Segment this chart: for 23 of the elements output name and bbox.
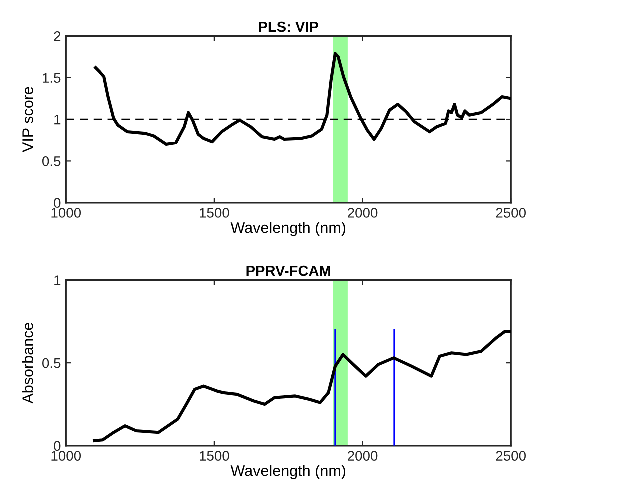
- y-tick-label: 0: [54, 198, 61, 208]
- x-tick-label: 1500: [200, 451, 230, 461]
- y-tick-label: 2: [54, 32, 61, 42]
- x-tick-label: 1000: [52, 451, 82, 461]
- y-tick-label: 1: [54, 115, 61, 125]
- x-tick-label: 2000: [348, 451, 378, 461]
- x-tick-label: 2500: [496, 451, 526, 461]
- x-axis-title: Wavelength (nm): [230, 465, 346, 480]
- chart-title: PPRV-FCAM: [246, 266, 330, 276]
- x-axis-title: Wavelength (nm): [230, 222, 346, 236]
- x-tick-label: 2500: [496, 208, 526, 218]
- y-tick-label: 1: [54, 276, 61, 286]
- y-axis-title: VIP score: [22, 87, 34, 152]
- x-tick-label: 1000: [52, 208, 82, 218]
- y-tick-label: 0: [54, 441, 61, 452]
- y-tick-label: 1.5: [43, 73, 61, 84]
- y-axis-title: Absorbance: [22, 322, 34, 404]
- line-series: [93, 330, 512, 442]
- chart-title: PLS: VIP: [259, 22, 318, 32]
- y-tick-label: 0.5: [42, 156, 61, 166]
- x-tick-label: 1500: [200, 208, 230, 218]
- y-tick-label: 0.5: [42, 358, 61, 368]
- x-tick-label: 2000: [348, 208, 378, 218]
